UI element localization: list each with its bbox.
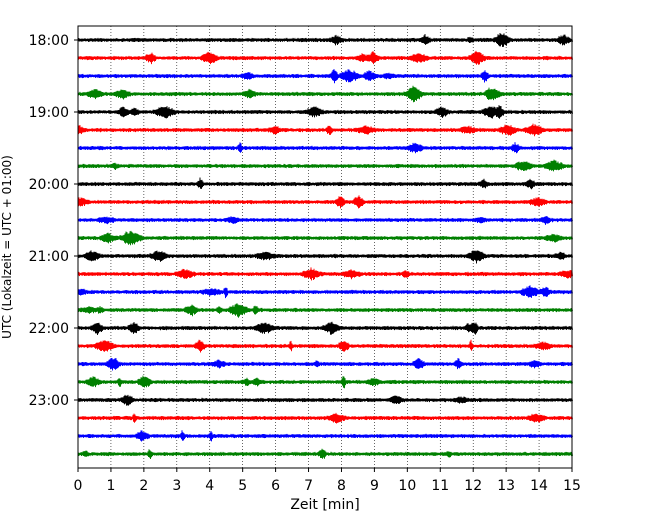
x-tick-label: 15 — [563, 478, 581, 494]
y-axis-ticks: 18:00 19:00 20:00 21:00 22:00 23:00 — [29, 33, 78, 409]
x-tick-label: 5 — [238, 478, 247, 494]
trace-2345 — [77, 448, 573, 460]
y-tick-label: 21:00 — [29, 249, 69, 265]
trace-2200 — [77, 321, 573, 335]
trace-2245 — [77, 375, 573, 389]
trace-1845 — [77, 85, 573, 103]
x-tick-label: 9 — [370, 478, 379, 494]
trace-2130 — [77, 285, 573, 299]
x-tick-label: 2 — [139, 478, 148, 494]
x-tick-label: 8 — [337, 478, 346, 494]
trace-2100 — [77, 250, 573, 264]
y-tick-label: 22:00 — [29, 321, 69, 337]
x-axis-label: Zeit [min] — [290, 497, 359, 513]
y-tick-label: 23:00 — [29, 393, 69, 409]
trace-1800 — [77, 32, 573, 48]
trace-1930 — [77, 142, 573, 154]
trace-1830 — [77, 69, 573, 84]
trace-2115 — [77, 267, 573, 281]
y-tick-label: 20:00 — [29, 177, 69, 193]
plot-frame — [77, 25, 573, 469]
y-tick-label: 19:00 — [29, 105, 69, 121]
trace-2215 — [77, 339, 573, 353]
trace-2045 — [77, 230, 573, 246]
trace-1900 — [77, 105, 573, 119]
x-tick-label: 1 — [106, 478, 115, 494]
x-tick-label: 4 — [205, 478, 214, 494]
x-tick-label: 6 — [271, 478, 280, 494]
x-tick-label: 3 — [172, 478, 181, 494]
trace-1815 — [77, 50, 573, 65]
y-axis-label: UTC (Lokalzeit = UTC + 01:00) — [0, 155, 14, 339]
x-tick-label: 12 — [464, 478, 482, 494]
x-tick-label: 0 — [74, 478, 83, 494]
trace-2230 — [77, 357, 573, 371]
trace-2015 — [77, 195, 573, 209]
x-tick-label: 7 — [304, 478, 313, 494]
seismic-traces — [77, 32, 573, 460]
trace-1945 — [77, 159, 573, 172]
trace-2030 — [77, 216, 573, 225]
y-tick-label: 18:00 — [29, 33, 69, 49]
trace-2315 — [77, 412, 573, 424]
x-tick-label: 14 — [530, 478, 548, 494]
trace-2145 — [77, 303, 573, 318]
x-axis-ticks: 0 1 2 3 4 5 6 7 8 9 10 11 12 13 14 15 — [74, 468, 581, 494]
trace-2300 — [77, 394, 573, 406]
x-tick-label: 10 — [398, 478, 416, 494]
trace-2000 — [77, 177, 573, 190]
x-tick-label: 13 — [497, 478, 515, 494]
trace-1915 — [77, 123, 573, 137]
x-tick-label: 11 — [431, 478, 449, 494]
trace-2330 — [77, 430, 573, 442]
